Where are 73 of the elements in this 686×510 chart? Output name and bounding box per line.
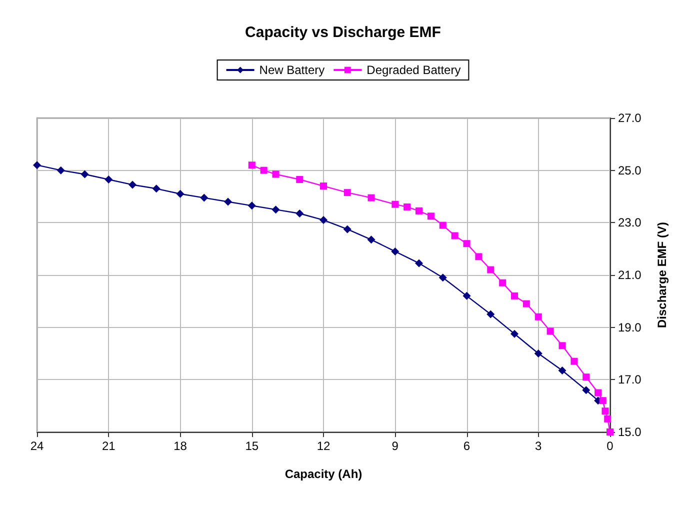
- point: [415, 259, 423, 268]
- point: [486, 310, 495, 318]
- point: [152, 184, 160, 193]
- y-tick-label: 19.0: [618, 320, 642, 334]
- point: [427, 212, 434, 220]
- point: [534, 313, 542, 320]
- point: [511, 292, 518, 300]
- point: [522, 300, 530, 308]
- point: [451, 232, 458, 240]
- point: [272, 170, 280, 178]
- chart-title: Capacity vs Discharge EMF: [245, 24, 441, 41]
- point: [404, 203, 411, 210]
- x-tick-label: 24: [30, 439, 44, 453]
- point: [176, 190, 184, 198]
- y-axis-title: Discharge EMF (V): [655, 222, 669, 328]
- legend-label: Degraded Battery: [366, 63, 461, 77]
- x-tick-label: 6: [463, 439, 470, 453]
- x-tick-label: 21: [102, 439, 116, 453]
- point: [368, 194, 375, 202]
- point: [343, 225, 352, 234]
- point: [510, 330, 518, 338]
- point: [546, 328, 554, 335]
- point: [558, 342, 566, 350]
- point: [582, 374, 590, 381]
- point: [344, 189, 351, 196]
- point: [487, 266, 494, 274]
- point: [463, 240, 470, 248]
- point: [56, 166, 65, 174]
- point: [416, 207, 422, 214]
- point: [475, 253, 482, 260]
- point: [367, 236, 376, 244]
- point: [602, 408, 609, 415]
- point: [128, 180, 136, 189]
- x-tick-label: 3: [535, 439, 542, 453]
- point: [534, 350, 542, 358]
- point: [392, 200, 399, 208]
- point: [499, 279, 506, 286]
- y-tick-label: 25.0: [618, 163, 642, 178]
- point: [33, 161, 41, 170]
- point: [582, 386, 590, 394]
- point: [80, 170, 89, 178]
- point: [558, 366, 566, 375]
- y-tick-label: 21.0: [618, 268, 642, 282]
- point: [594, 389, 602, 396]
- y-tick-label: 23.0: [618, 216, 642, 230]
- x-tick-label: 15: [245, 439, 259, 453]
- x-tick-label: 0: [606, 439, 614, 453]
- point: [320, 216, 328, 224]
- y-tick-label: 17.0: [618, 372, 642, 387]
- point: [570, 358, 578, 365]
- legend-label: New Battery: [259, 63, 325, 77]
- point: [438, 274, 447, 282]
- point: [462, 292, 471, 300]
- point: [296, 176, 304, 183]
- point: [200, 194, 208, 202]
- point: [224, 198, 232, 206]
- y-tick-label: 27.0: [618, 111, 642, 125]
- x-tick-label: 18: [174, 439, 188, 453]
- y-tick-label: 15.0: [618, 425, 642, 439]
- point: [248, 162, 256, 169]
- point: [272, 206, 280, 214]
- point: [248, 202, 256, 210]
- point: [439, 222, 446, 229]
- point: [391, 247, 400, 256]
- point: [104, 175, 113, 184]
- point: [599, 397, 606, 404]
- point: [604, 415, 612, 422]
- point: [320, 182, 327, 190]
- x-axis-title: Capacity (Ah): [284, 467, 362, 481]
- x-tick-label: 12: [316, 439, 330, 453]
- point: [260, 166, 268, 174]
- point: [296, 210, 304, 218]
- x-tick-label: 9: [392, 439, 399, 453]
